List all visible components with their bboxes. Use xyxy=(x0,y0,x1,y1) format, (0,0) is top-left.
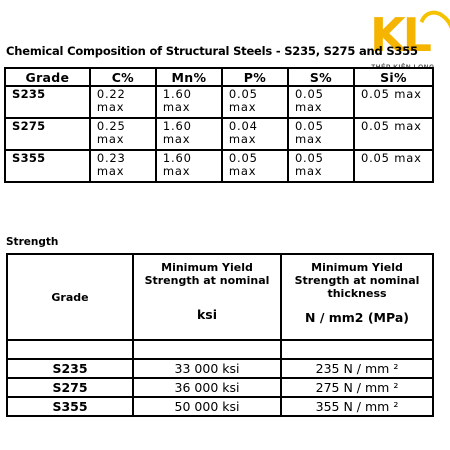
strength-table: Grade Minimum Yield Strength at nominal … xyxy=(6,253,434,417)
value-cell: 0.05 max xyxy=(352,117,435,151)
strength-header-mpa-unit: N / mm2 (MPa) xyxy=(305,310,409,325)
grade-cell: S355 xyxy=(4,149,91,183)
strength-header-grade: Grade xyxy=(6,253,134,341)
strength-header-ksi: Minimum Yield Strength at nominal ksi xyxy=(132,253,282,341)
strength-title: Strength xyxy=(6,236,59,248)
strength-header-grade-label: Grade xyxy=(51,290,89,304)
grade-cell: S235 xyxy=(6,358,134,379)
chemical-title: Chemical Composition of Structural Steel… xyxy=(6,44,418,58)
table-row: S235 33 000 ksi 235 N / mm ² xyxy=(6,358,434,379)
logo-letters: KL xyxy=(370,8,432,62)
table-row: S275 0.25 max 1.60 max 0.04 max 0.05 max… xyxy=(4,117,435,151)
value-cell: 0.05 max xyxy=(286,149,355,183)
chem-header-s: S% xyxy=(286,67,355,87)
value-cell: 0.05 max xyxy=(352,149,435,183)
spacer-row xyxy=(6,339,434,360)
chem-header-mn: Mn% xyxy=(154,67,223,87)
grade-cell: S275 xyxy=(4,117,91,151)
grade-cell: S235 xyxy=(4,85,91,119)
value-cell: 1.60 max xyxy=(154,149,223,183)
value-cell: 0.22 max xyxy=(88,85,157,119)
value-cell: 36 000 ksi xyxy=(132,377,282,398)
strength-header-row: Grade Minimum Yield Strength at nominal … xyxy=(6,253,434,341)
value-cell: 1.60 max xyxy=(154,117,223,151)
chem-header-c: C% xyxy=(88,67,157,87)
grade-cell: S355 xyxy=(6,396,134,417)
table-row: S235 0.22 max 1.60 max 0.05 max 0.05 max… xyxy=(4,85,435,119)
chem-header-si: Si% xyxy=(352,67,435,87)
strength-header-mpa: Minimum Yield Strength at nominal thickn… xyxy=(280,253,434,341)
grade-cell: S275 xyxy=(6,377,134,398)
strength-header-ksi-label: Minimum Yield Strength at nominal xyxy=(144,261,270,287)
value-cell: 33 000 ksi xyxy=(132,358,282,379)
value-cell: 0.05 max xyxy=(352,85,435,119)
brand-logo: KL THÉP KIÊN LONG xyxy=(358,5,450,72)
spacer-cell xyxy=(6,339,134,360)
chemical-header-row: Grade C% Mn% P% S% Si% xyxy=(4,67,435,87)
value-cell: 0.25 max xyxy=(88,117,157,151)
logo-mark: KL xyxy=(364,5,450,63)
spacer-cell xyxy=(280,339,434,360)
table-row: S355 0.23 max 1.60 max 0.05 max 0.05 max… xyxy=(4,149,435,183)
chemical-table: Grade C% Mn% P% S% Si% S235 0.22 max 1.6… xyxy=(4,67,435,183)
strength-header-ksi-unit: ksi xyxy=(196,307,218,322)
spacer-cell xyxy=(132,339,282,360)
value-cell: 50 000 ksi xyxy=(132,396,282,417)
value-cell: 0.05 max xyxy=(286,117,355,151)
value-cell: 355 N / mm ² xyxy=(280,396,434,417)
value-cell: 0.05 max xyxy=(286,85,355,119)
table-row: S355 50 000 ksi 355 N / mm ² xyxy=(6,396,434,417)
value-cell: 0.23 max xyxy=(88,149,157,183)
chem-header-grade: Grade xyxy=(4,67,91,87)
chem-header-p: P% xyxy=(220,67,289,87)
value-cell: 0.05 max xyxy=(220,85,289,119)
value-cell: 235 N / mm ² xyxy=(280,358,434,379)
table-row: S275 36 000 ksi 275 N / mm ² xyxy=(6,377,434,398)
value-cell: 1.60 max xyxy=(154,85,223,119)
strength-header-mpa-label: Minimum Yield Strength at nominal thickn… xyxy=(294,261,420,300)
value-cell: 275 N / mm ² xyxy=(280,377,434,398)
value-cell: 0.04 max xyxy=(220,117,289,151)
value-cell: 0.05 max xyxy=(220,149,289,183)
